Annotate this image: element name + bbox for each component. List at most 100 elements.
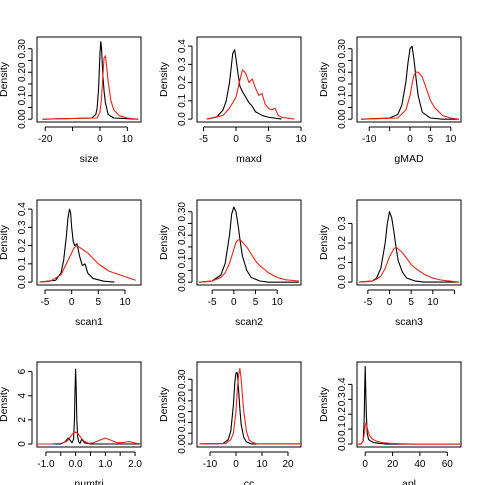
x-axis-label: size — [80, 153, 99, 165]
x-tick-label: -5 — [199, 134, 208, 145]
x-tick-label: 0 — [69, 297, 75, 308]
y-tick-label: 0.1 — [337, 255, 348, 269]
y-axis-label: Density — [318, 386, 330, 422]
y-tick-label: 0.3 — [177, 57, 188, 71]
y-tick-label: 0.00 — [177, 434, 188, 454]
black-density-curve — [39, 208, 115, 283]
x-tick-label: 10 — [427, 297, 439, 308]
x-tick-label: 5 — [428, 134, 434, 145]
x-tick-label: 5 — [266, 134, 272, 145]
y-tick-label: 4 — [17, 393, 28, 399]
y-tick-label: 0.10 — [177, 249, 188, 269]
x-tick-label: -5 — [41, 297, 50, 308]
y-tick-label: 0.2 — [177, 75, 188, 89]
y-tick-label: 0.0 — [177, 112, 188, 126]
x-tick-label: -10 — [362, 134, 377, 145]
y-tick-label: 6 — [17, 368, 28, 374]
y-tick-label: 0.10 — [337, 86, 348, 106]
x-axis-label: scan2 — [235, 316, 263, 328]
x-tick-label: -1.0 — [37, 459, 55, 470]
x-tick-label: 10 — [119, 297, 131, 308]
y-tick-label: 0.00 — [177, 272, 188, 292]
x-tick-label: 2.0 — [128, 459, 142, 470]
y-tick-label: 0.30 — [177, 202, 188, 222]
black-density-curve — [359, 211, 459, 283]
x-axis-label: maxd — [236, 153, 262, 165]
y-tick-label: 0.30 — [337, 39, 348, 59]
x-tick-label: 0 — [407, 134, 413, 145]
y-tick-label: 0 — [17, 441, 28, 447]
y-axis-label: Density — [0, 224, 10, 260]
x-tick-label: 5 — [96, 297, 102, 308]
red-density-curve — [361, 71, 460, 120]
x-tick-label: 10 — [122, 134, 134, 145]
y-axis-label: Density — [158, 386, 170, 422]
y-tick-label: 0.4 — [17, 202, 28, 216]
y-tick-label: 0.10 — [177, 412, 188, 432]
red-density-curve — [357, 422, 461, 445]
plot-frame — [36, 199, 142, 286]
black-density-curve — [357, 365, 461, 445]
y-axis-label: Density — [318, 61, 330, 97]
density-panel-cc: -10 0 10 20 cc 0.00 0.100.20 0.30 Density — [158, 361, 302, 485]
y-tick-label: 0.4 — [177, 39, 188, 53]
x-tick-label: -5 — [363, 297, 372, 308]
y-tick-label: 0.30 — [17, 39, 28, 59]
x-axis-label: numtri — [74, 478, 103, 485]
y-tick-label: 0.0 — [337, 437, 348, 451]
y-tick-label: 0.20 — [337, 62, 348, 82]
black-density-curve — [206, 49, 282, 120]
x-tick-label: 5 — [253, 297, 259, 308]
y-tick-label: 0.2 — [337, 236, 348, 250]
y-tick-label: 0.1 — [177, 93, 188, 107]
y-tick-label: 0.3 — [337, 392, 348, 406]
x-tick-label: 0 — [362, 459, 368, 470]
x-axis-label: cc — [244, 478, 255, 485]
y-axis-label: Density — [318, 224, 330, 260]
y-tick-label: 0.3 — [337, 216, 348, 230]
plot-frame — [36, 361, 142, 448]
x-tick-label: 10 — [295, 134, 307, 145]
density-panel-numtri: -1.0 0.0 1.0 2.0 numtri 0 2 4 6 Density — [0, 361, 142, 485]
x-axis-label: gMAD — [394, 153, 424, 165]
red-density-curve — [359, 246, 459, 283]
plot-frame — [196, 36, 302, 123]
y-tick-label: 0.20 — [17, 62, 28, 82]
density-panel-scan3: -5 0 5 10 scan3 0.0 0.1 0.2 0.3 Density — [318, 199, 462, 328]
plot-frame — [196, 361, 302, 448]
y-tick-label: 0.0 — [17, 275, 28, 289]
y-tick-label: 0.30 — [177, 369, 188, 389]
black-density-curve — [199, 372, 301, 445]
y-tick-label: 0.20 — [177, 391, 188, 411]
x-tick-label: 5 — [408, 297, 414, 308]
plot-frame — [196, 199, 302, 286]
y-axis-label: Density — [0, 386, 10, 422]
red-density-curve — [206, 69, 295, 120]
red-density-curve — [199, 239, 299, 283]
y-tick-label: 0.10 — [17, 86, 28, 106]
density-panel-maxd: -5 0 5 10 maxd 0.0 0.1 0.2 0.3 0.4 Density — [158, 36, 307, 165]
y-tick-label: 0.1 — [17, 256, 28, 270]
red-density-curve — [37, 431, 141, 445]
y-tick-label: 0.1 — [337, 422, 348, 436]
x-tick-label: 40 — [414, 459, 426, 470]
y-tick-label: 0.3 — [17, 220, 28, 234]
density-panel-scan2: -5 0 5 10 scan2 0.00 0.10 0.20 0.30 Density — [158, 199, 302, 328]
black-density-curve — [42, 41, 139, 120]
x-tick-label: 20 — [387, 459, 399, 470]
x-tick-label: -5 — [208, 297, 217, 308]
y-tick-label: 0.4 — [337, 377, 348, 391]
x-tick-label: 0.0 — [69, 459, 83, 470]
x-tick-label: 0 — [97, 134, 103, 145]
y-axis-label: Density — [0, 61, 10, 97]
x-tick-label: 60 — [442, 459, 454, 470]
black-density-curve — [361, 45, 459, 120]
plot-frame — [356, 361, 462, 448]
black-density-curve — [37, 368, 141, 445]
x-tick-label: 10 — [445, 134, 457, 145]
y-axis-label: Density — [158, 61, 170, 97]
density-panel-apl: 0 20 40 60 apl 0.00.10.20.30.4 Density — [318, 361, 462, 485]
red-density-curve — [42, 55, 139, 120]
x-tick-label: 10 — [256, 459, 268, 470]
